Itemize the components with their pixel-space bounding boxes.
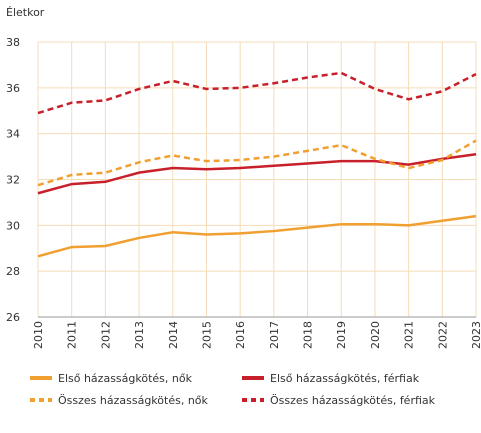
series-line (37, 153, 477, 195)
legend-label: Összes házasságkötés, nők (58, 394, 209, 407)
x-tick-label: 2013 (133, 321, 146, 349)
x-tick-label: 2022 (436, 321, 449, 349)
series-line (37, 139, 477, 187)
series-line (37, 71, 477, 115)
x-tick-label: 2014 (167, 321, 180, 349)
legend-label: Első házasságkötés, férfiak (270, 372, 420, 385)
x-tick-label: 2021 (403, 321, 416, 349)
x-tick-label: 2012 (99, 321, 112, 349)
x-tick-label: 2020 (369, 321, 382, 349)
x-tick-label: 2011 (66, 321, 79, 349)
series-line (37, 214, 477, 258)
x-tick-label: 2015 (200, 321, 213, 349)
y-tick-label: 30 (6, 219, 20, 232)
x-tick-label: 2018 (302, 321, 315, 349)
y-tick-label: 28 (6, 265, 20, 278)
legend-label: Összes házasságkötés, férfiak (270, 394, 436, 407)
y-axis-label: Életkor (6, 6, 45, 19)
x-tick-label: 2017 (268, 321, 281, 349)
y-tick-label: 38 (6, 36, 20, 49)
y-tick-label: 26 (6, 311, 20, 324)
x-tick-label: 2010 (32, 321, 45, 349)
x-tick-label: 2023 (470, 321, 481, 349)
legend-label: Első házasságkötés, nők (58, 372, 193, 385)
y-tick-label: 34 (6, 128, 20, 141)
y-tick-label: 32 (6, 174, 20, 187)
x-tick-label: 2019 (335, 321, 348, 349)
y-tick-label: 36 (6, 82, 20, 95)
x-tick-label: 2016 (234, 321, 247, 349)
